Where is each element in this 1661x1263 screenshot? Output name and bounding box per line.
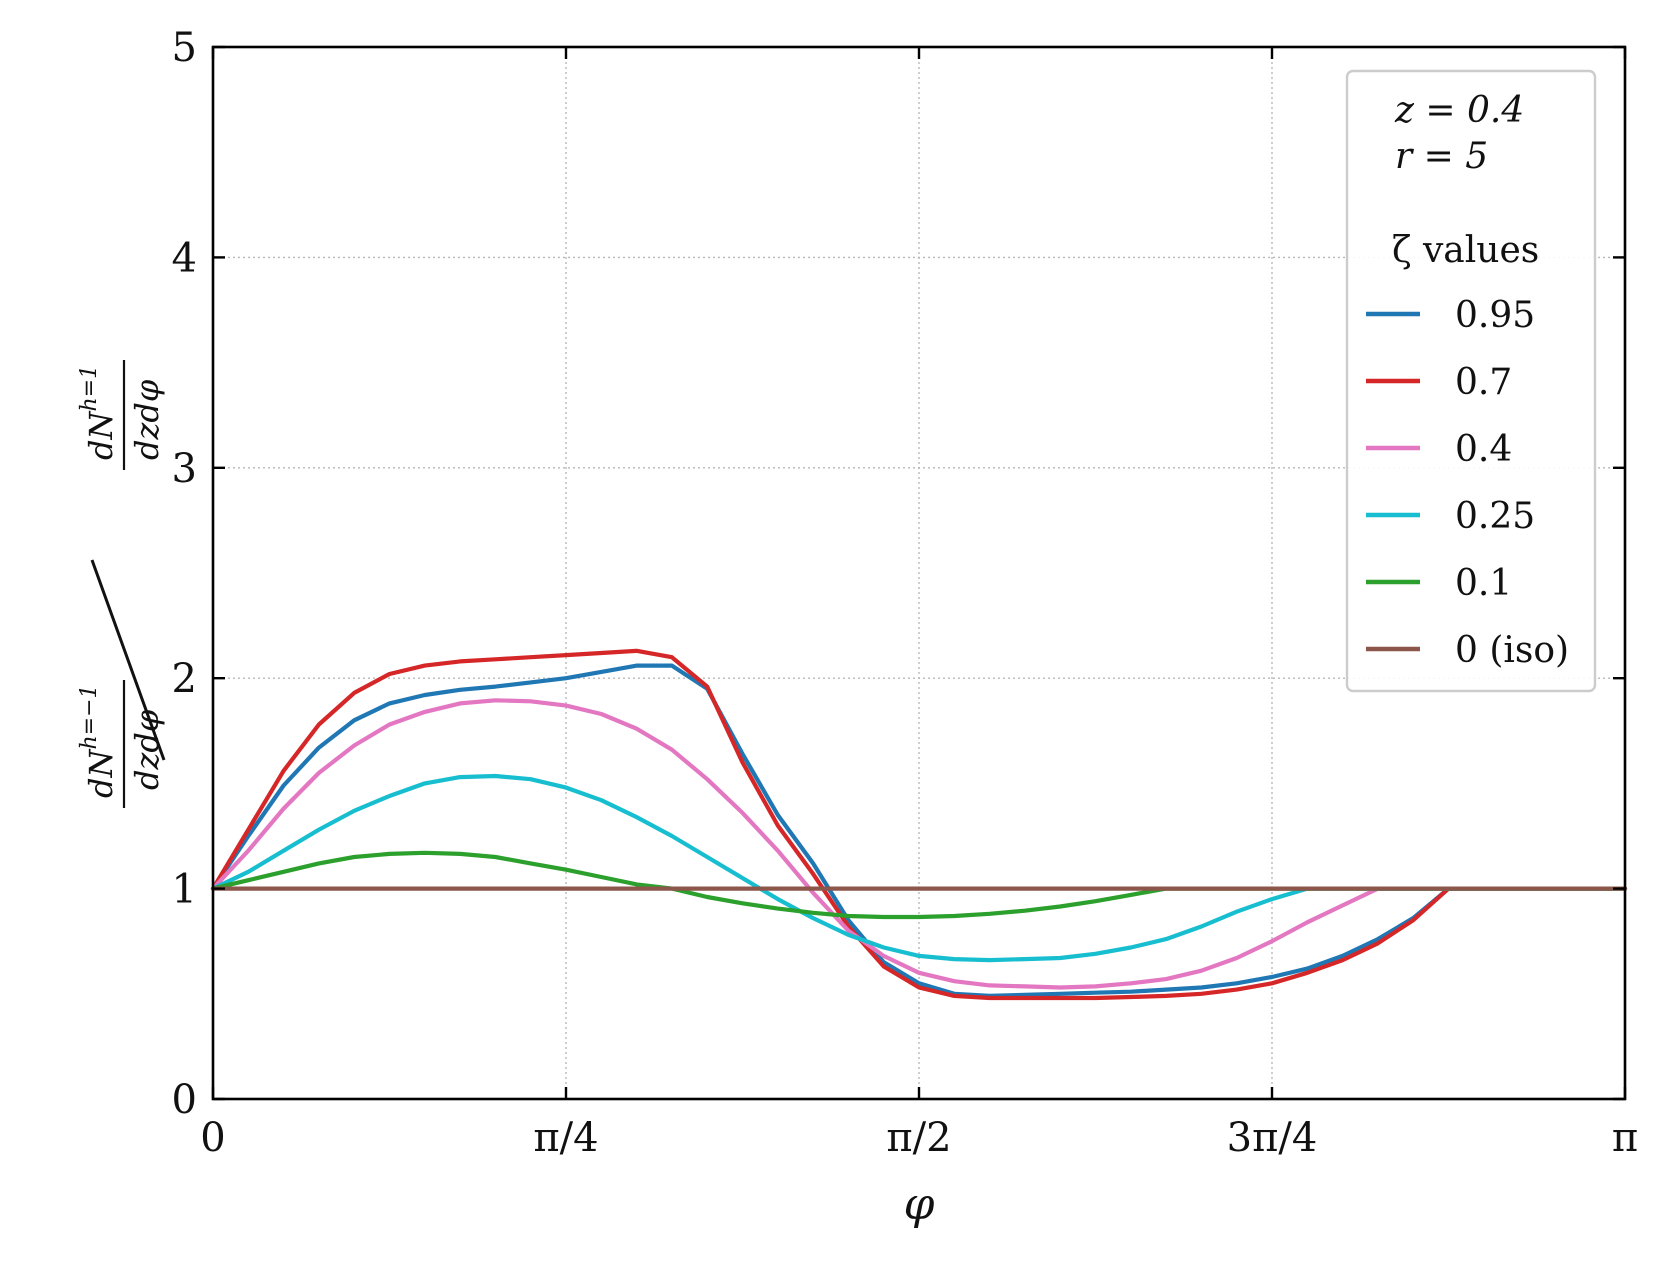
x-tick-label: π/2 [886, 1115, 951, 1161]
legend-box [1345, 69, 1597, 693]
legend-label: 0.25 [1455, 496, 1535, 537]
legend-entries: 0.95 0.7 0.4 0.25 0.1 0 (iso) [1366, 295, 1569, 671]
y-axis-label: dNh=1 dzdφ dNh=−1 dzdφ [77, 360, 166, 808]
y-label-den-top: dNh=−1 [77, 684, 120, 798]
x-tick-label: π/4 [533, 1115, 598, 1161]
y-label-slash [90, 559, 166, 761]
y-tick-label: 1 [172, 867, 197, 913]
ticks: 0 π/4 π/2 3π/4 π 0 1 2 3 4 5 [172, 25, 1639, 1161]
x-tick-label: π [1612, 1115, 1638, 1161]
legend-title: ζ values [1392, 230, 1539, 271]
legend-label: 0.7 [1455, 362, 1512, 403]
y-label-denominator: dNh=−1 dzdφ [77, 680, 166, 808]
x-tick-label: 0 [200, 1115, 225, 1161]
y-tick-label: 2 [172, 656, 197, 702]
legend-label: 0 (iso) [1455, 630, 1569, 671]
x-axis-label: φ [904, 1179, 935, 1230]
series-line-0-7 [210, 648, 1628, 1001]
y-tick-label: 3 [172, 446, 197, 492]
legend-param-r: r = 5 [1395, 136, 1488, 177]
y-label-num-bottom: dzdφ [128, 379, 166, 460]
legend-label: 0.4 [1455, 429, 1512, 470]
y-label-numerator: dNh=1 dzdφ [77, 360, 166, 470]
legend-label: 0.95 [1455, 295, 1535, 336]
legend-label: 0.1 [1455, 563, 1512, 604]
y-label-num-top: dNh=1 [77, 365, 120, 460]
y-tick-label: 5 [172, 25, 197, 71]
series-line-0-95 [210, 663, 1628, 999]
y-label-den-bottom: dzdφ [128, 709, 166, 790]
series-group [210, 648, 1628, 1001]
x-tick-label: 3π/4 [1227, 1115, 1318, 1161]
y-tick-label: 0 [172, 1077, 197, 1123]
legend-param-z: z = 0.4 [1394, 90, 1524, 131]
y-tick-label: 4 [172, 235, 197, 281]
legend: z = 0.4 r = 5 ζ values 0.95 0.7 0.4 0.25 0.1… [1345, 69, 1597, 693]
